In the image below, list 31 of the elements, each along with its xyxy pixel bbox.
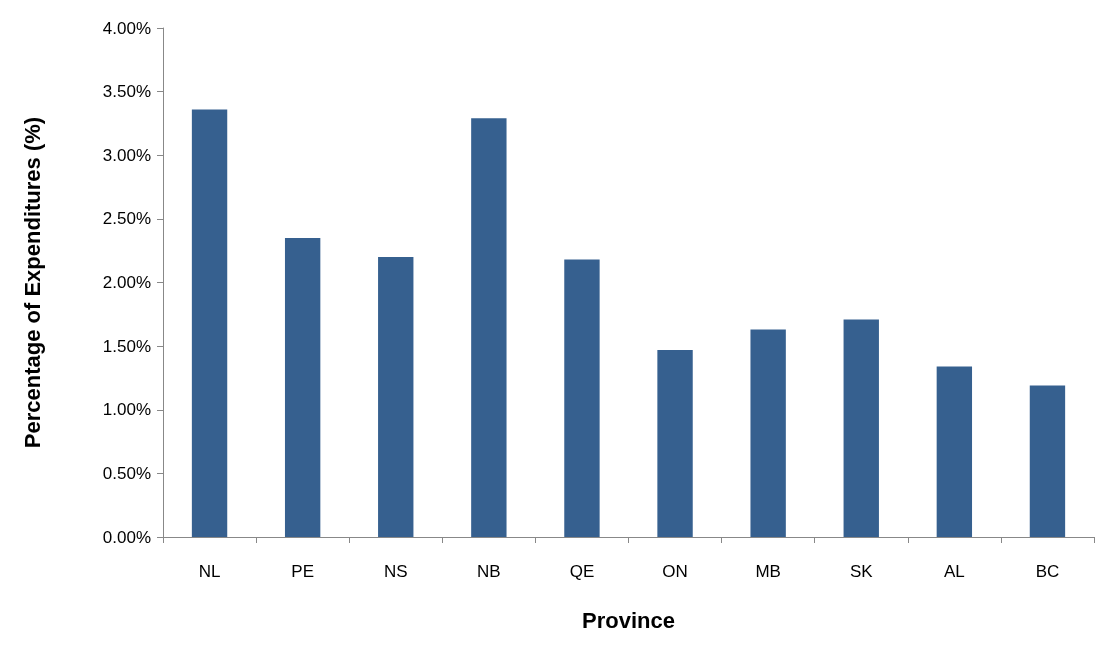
bar — [657, 349, 693, 537]
bar — [378, 257, 414, 537]
x-tick-label: BC — [1035, 562, 1060, 581]
y-tick-label: 4.00% — [102, 18, 151, 38]
y-tick-label: 3.50% — [102, 82, 151, 102]
y-tick-label: 0.00% — [102, 527, 151, 547]
bar — [936, 366, 973, 537]
y-tick-label: 2.50% — [102, 209, 151, 229]
x-tick-label: NL — [198, 562, 221, 581]
bar — [843, 319, 879, 537]
x-tick-label: AL — [943, 562, 965, 581]
x-tick-label: QE — [569, 562, 595, 581]
bar — [191, 109, 228, 537]
y-tick-label: 2.00% — [102, 273, 151, 292]
x-axis-title: Province — [582, 607, 675, 633]
bar — [284, 237, 321, 537]
bar — [471, 118, 507, 537]
x-tick-label: NS — [383, 562, 408, 581]
y-tick-label: 1.50% — [102, 336, 151, 356]
bar — [750, 329, 786, 537]
y-tick-label: 1.00% — [102, 400, 151, 420]
y-axis-title: Percentage of Expenditures (%) — [19, 116, 45, 449]
x-tick-label: SK — [849, 562, 874, 581]
x-tick-label: PE — [291, 562, 314, 581]
y-tick-label: 3.00% — [102, 145, 151, 165]
bar — [1029, 385, 1066, 537]
y-tick-label: 0.50% — [102, 463, 151, 483]
x-tick-label: ON — [662, 562, 688, 581]
bar — [564, 259, 600, 537]
x-tick-label: MB — [755, 562, 781, 581]
x-tick-label: NB — [477, 562, 501, 581]
